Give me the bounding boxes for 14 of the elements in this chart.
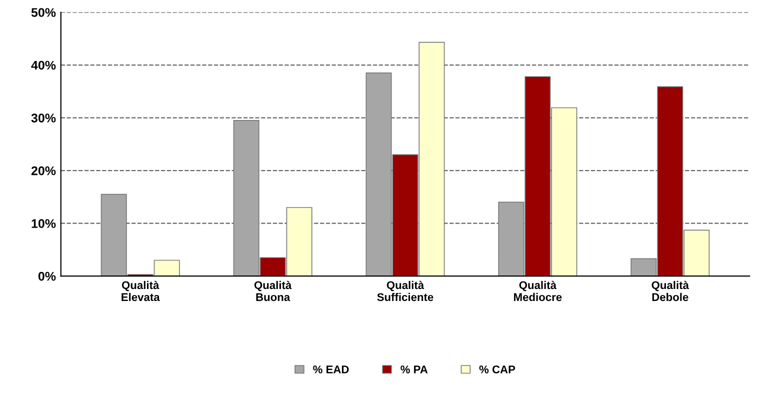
x-tick-label: Qualità Sufficiente <box>377 280 434 302</box>
x-tick-label: Qualità Elevata <box>122 280 160 302</box>
y-tick-label: 50% <box>31 8 56 17</box>
legend-label: % CAP <box>479 366 516 374</box>
y-tick-label: 30% <box>31 114 56 122</box>
y-tick-label: 20% <box>31 166 56 176</box>
y-tick-label: 40% <box>31 60 56 70</box>
x-tick-label: Qualità Debole <box>652 280 689 302</box>
legend-label: % PA <box>400 366 428 374</box>
y-tick-label: 10% <box>32 219 56 228</box>
y-tick-label: 0% <box>38 272 56 281</box>
legend-label: % EAD <box>313 366 349 374</box>
x-tick-label: Qualità Mediocre <box>514 280 562 302</box>
x-tick-label: Qualità Buona <box>254 280 292 302</box>
